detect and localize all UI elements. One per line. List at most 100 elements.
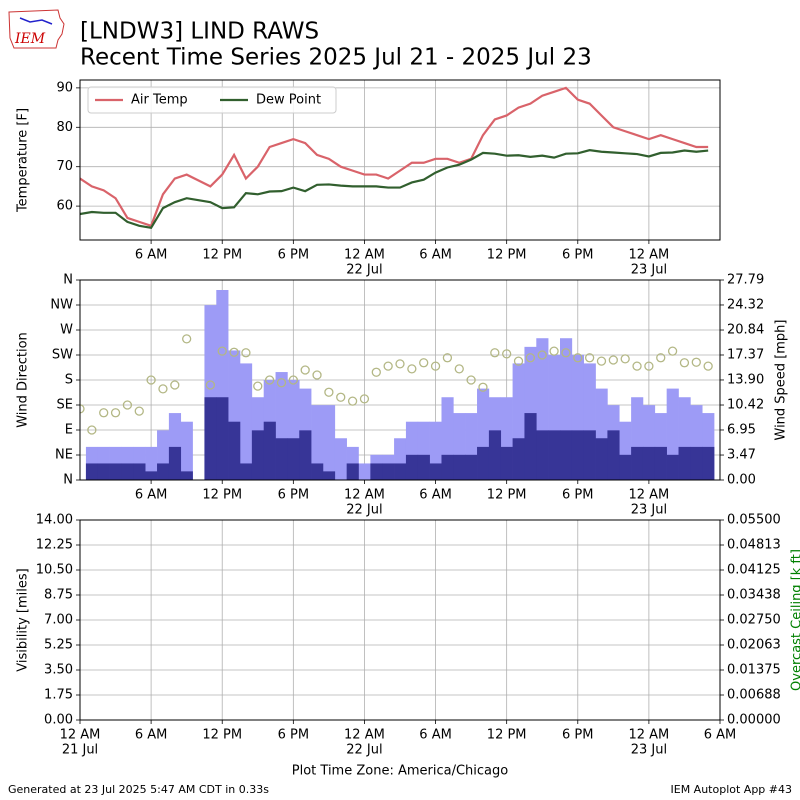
direction-point bbox=[502, 349, 512, 359]
x-tick-label: 6 AM bbox=[419, 248, 452, 263]
x-tick-sublabel: 22 Jul bbox=[346, 503, 382, 518]
direction-point bbox=[419, 358, 429, 368]
y2-tick-label: 27.79 bbox=[727, 273, 764, 288]
x-tick-label: 6 AM bbox=[419, 728, 452, 743]
speed-bar bbox=[251, 430, 265, 480]
legend-label: Dew Point bbox=[256, 93, 321, 108]
direction-point bbox=[632, 361, 642, 371]
y-tick-label: W bbox=[60, 323, 73, 338]
y2-tick-label: 17.37 bbox=[727, 347, 764, 362]
speed-bar bbox=[85, 463, 99, 480]
direction-point bbox=[383, 361, 393, 371]
direction-point bbox=[454, 364, 464, 374]
direction-point bbox=[608, 355, 618, 365]
x-tick-label: 12 PM bbox=[202, 248, 242, 263]
speed-bar bbox=[240, 463, 253, 480]
speed-bar bbox=[370, 463, 383, 480]
y-tick-label: S bbox=[65, 373, 73, 388]
direction-point bbox=[407, 364, 417, 374]
direction-point bbox=[158, 384, 168, 394]
speed-bar bbox=[394, 463, 407, 480]
x-axis-label: Plot Time Zone: America/Chicago bbox=[292, 764, 508, 779]
speed-bar bbox=[512, 438, 525, 480]
legend: Air Temp Dew Point bbox=[87, 86, 337, 114]
x-tick-label: 6 PM bbox=[562, 488, 593, 503]
y-tick-label: 80 bbox=[56, 120, 73, 135]
direction-point bbox=[122, 400, 133, 410]
x-tick-label: 12 PM bbox=[487, 488, 527, 503]
speed-bar bbox=[595, 438, 608, 480]
logo-text: IEM bbox=[14, 31, 46, 47]
direction-point bbox=[596, 356, 607, 366]
direction-point bbox=[324, 387, 334, 397]
y2-tick-label: 3.47 bbox=[727, 448, 756, 463]
speed-bar bbox=[287, 438, 300, 480]
legend-box bbox=[87, 86, 337, 114]
y2-tick-label: 10.42 bbox=[727, 398, 764, 413]
direction-point bbox=[312, 370, 322, 380]
direction-point bbox=[430, 361, 441, 371]
direction-point bbox=[276, 378, 287, 388]
speed-bar bbox=[180, 471, 193, 480]
y-tick-label: N bbox=[63, 473, 73, 488]
direction-point bbox=[691, 357, 701, 367]
direction-point bbox=[182, 334, 192, 344]
line bbox=[80, 86, 709, 228]
frame bbox=[79, 279, 721, 481]
speed-bar bbox=[180, 421, 193, 480]
y2-tick-label: 6.95 bbox=[727, 422, 756, 437]
y-tick-label: NE bbox=[55, 448, 73, 463]
y2-tick-label: 13.90 bbox=[727, 372, 764, 387]
direction-point bbox=[205, 380, 216, 390]
y2-tick-label: 0.02063 bbox=[727, 638, 781, 653]
frame bbox=[79, 519, 721, 721]
x-tick-label: 6 AM bbox=[704, 728, 737, 743]
y-tick-label: 60 bbox=[56, 199, 73, 214]
speed-bar bbox=[488, 430, 502, 480]
frame bbox=[79, 79, 721, 241]
speed-bar bbox=[619, 454, 632, 480]
x-tick-sublabel: 23 Jul bbox=[631, 263, 667, 278]
y-tick-label: NW bbox=[50, 298, 73, 313]
speed-bar bbox=[441, 454, 454, 480]
x-tick-label: 6 PM bbox=[562, 248, 593, 263]
direction-point bbox=[466, 375, 476, 385]
x-tick-sublabel: 22 Jul bbox=[346, 743, 382, 758]
x-tick-label: 12 AM bbox=[344, 248, 385, 263]
direction-point bbox=[170, 380, 180, 390]
x-tick-label: 6 PM bbox=[562, 728, 593, 743]
direction-point bbox=[395, 359, 405, 369]
speed-bar bbox=[405, 454, 419, 480]
speed-bar bbox=[548, 430, 561, 480]
logo: IEM bbox=[8, 9, 65, 49]
speed-bar bbox=[690, 446, 703, 480]
y-tick-label: 10.50 bbox=[36, 563, 73, 578]
direction-point bbox=[80, 404, 85, 414]
x-tick-sublabel: 23 Jul bbox=[631, 503, 667, 518]
direction-point bbox=[513, 356, 524, 366]
direction-point bbox=[288, 375, 298, 385]
speed-bar bbox=[654, 446, 667, 480]
direction-point bbox=[99, 408, 109, 418]
direction-point bbox=[359, 394, 370, 404]
y-tick-label: 8.75 bbox=[44, 588, 73, 603]
speed-bar bbox=[133, 463, 146, 480]
x-tick-label: 12 PM bbox=[202, 728, 242, 743]
x-tick-label: 12 PM bbox=[487, 728, 527, 743]
speed-bar bbox=[453, 454, 466, 480]
y2-tick-label: 0.00000 bbox=[727, 713, 781, 728]
speed-bar bbox=[109, 463, 122, 480]
speed-bar bbox=[678, 446, 691, 480]
x-tick-label: 6 PM bbox=[278, 488, 309, 503]
direction-point bbox=[549, 346, 559, 356]
direction-point bbox=[134, 406, 144, 416]
speed-bar bbox=[240, 363, 253, 480]
y2-tick-label: 0.04125 bbox=[727, 563, 781, 578]
speed-bar bbox=[145, 471, 158, 480]
speed-bar bbox=[97, 463, 110, 480]
speed-bar bbox=[465, 454, 478, 480]
x-tick-label: 6 AM bbox=[135, 248, 168, 263]
